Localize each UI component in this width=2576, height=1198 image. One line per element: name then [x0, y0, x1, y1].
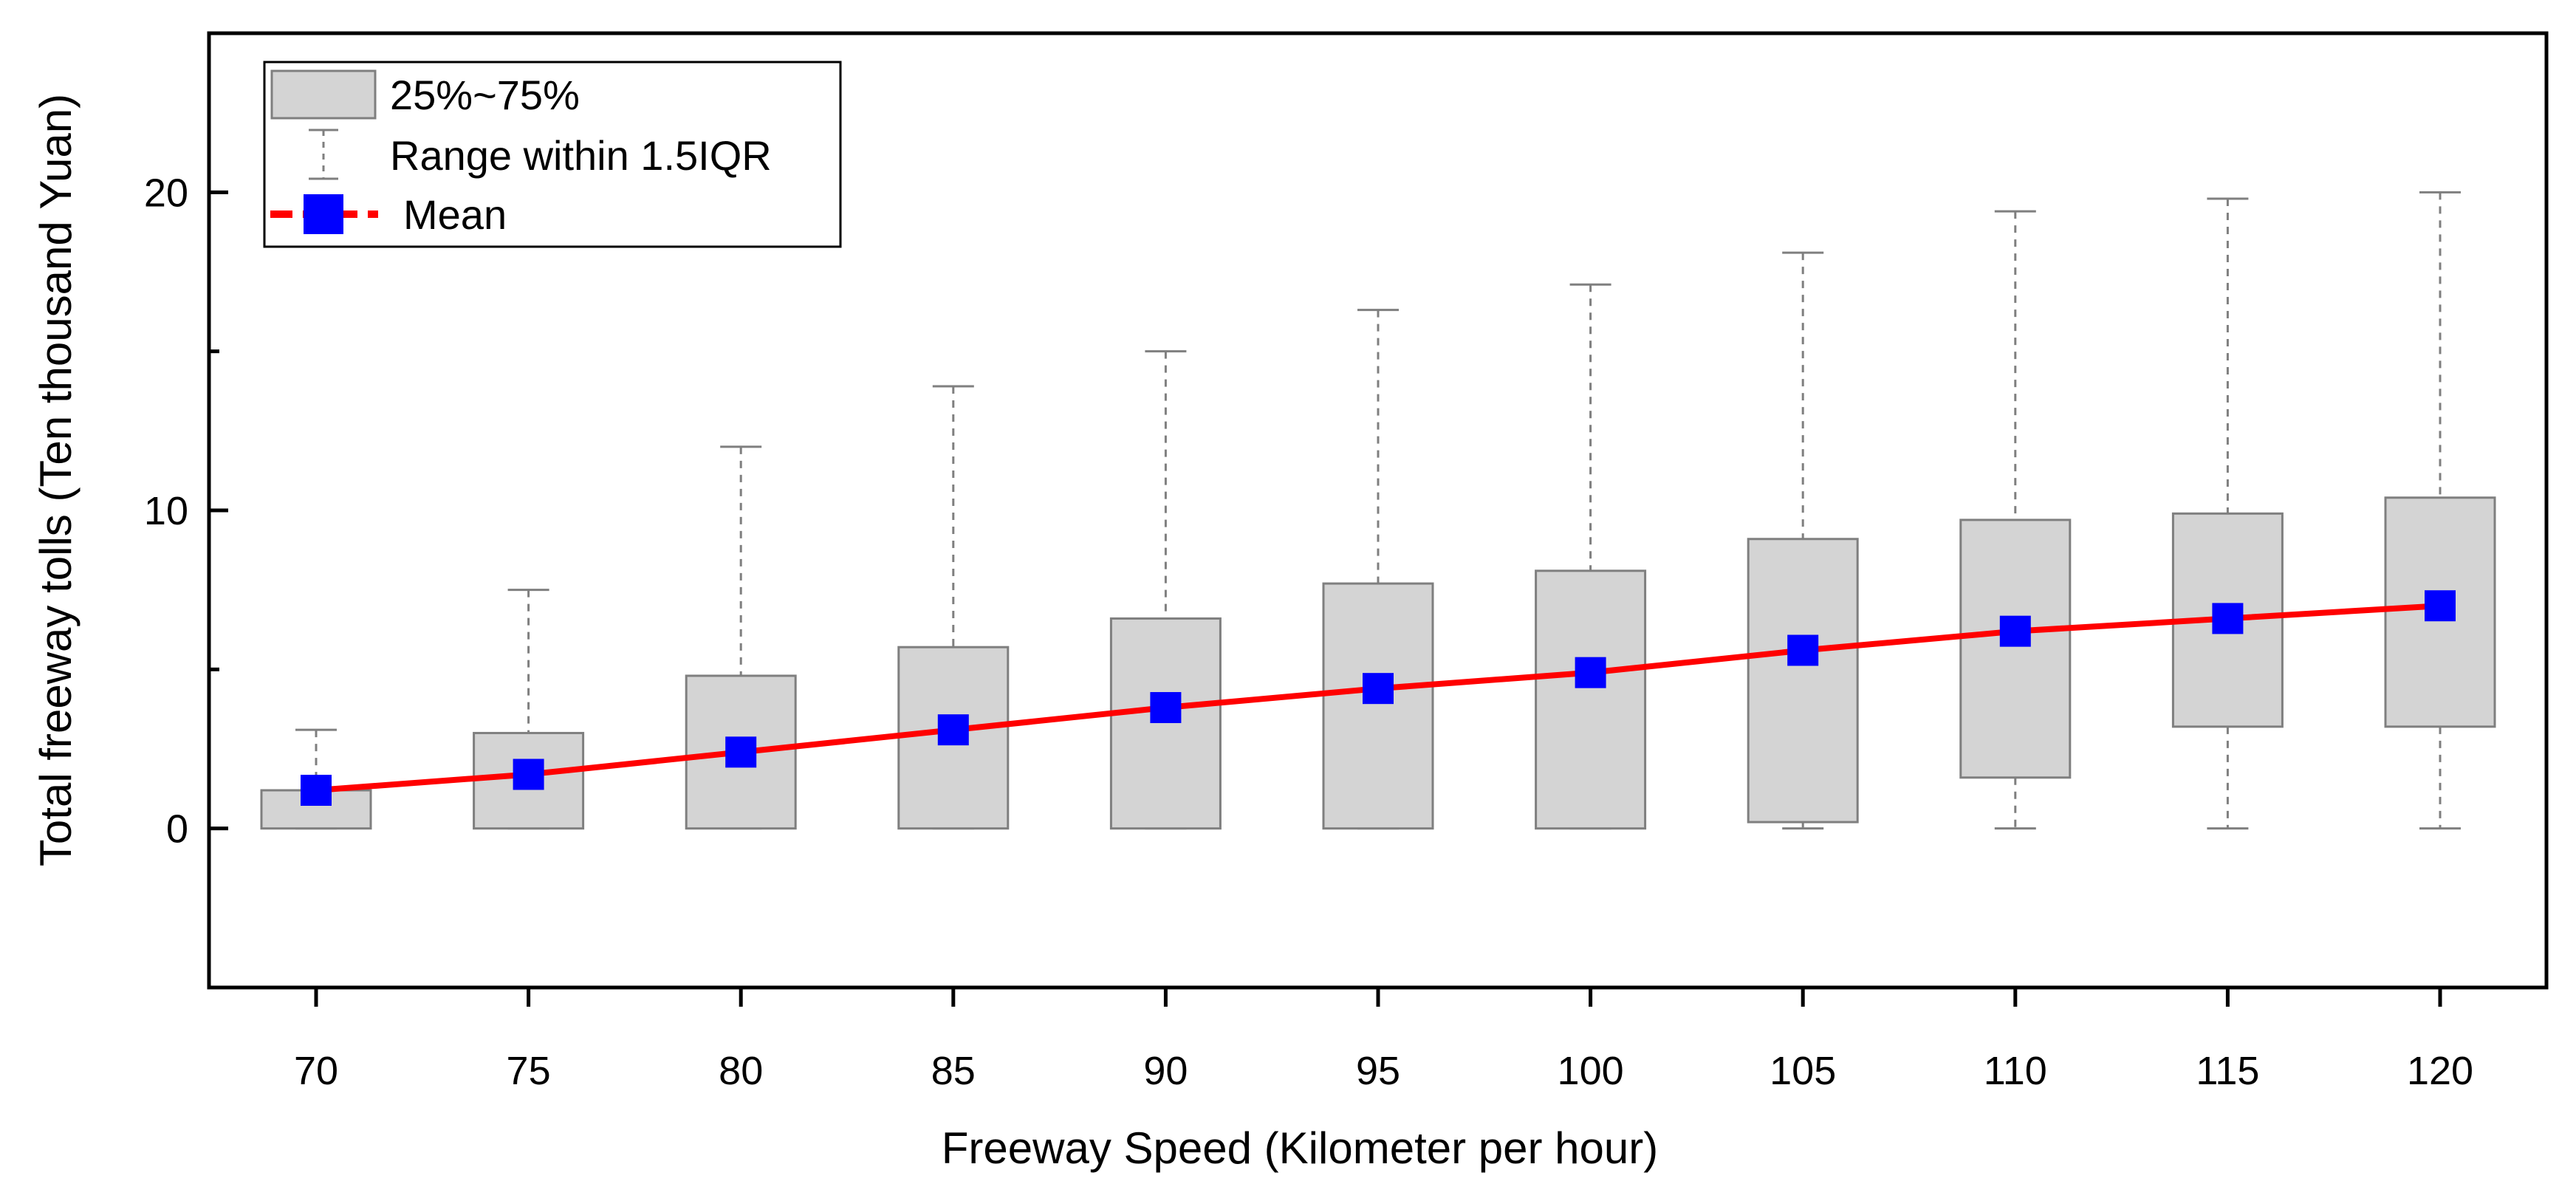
mean-marker-100 [1575, 657, 1606, 688]
box-90 [1109, 350, 1222, 830]
mean-marker-75 [513, 759, 544, 790]
x-tick-label: 70 [294, 1049, 338, 1093]
x-axis-title: Freeway Speed (Kilometer per hour) [942, 1123, 1658, 1173]
box-75 [473, 589, 585, 830]
mean-marker-70 [301, 774, 332, 806]
mean-series [301, 590, 2456, 806]
mean-marker-90 [1150, 692, 1182, 724]
legend-box-label: 25%~75% [390, 72, 580, 118]
y-axis: 0 10 20 [144, 31, 228, 990]
legend-mean-label: Mean [403, 191, 507, 238]
x-tick-label: 115 [2196, 1049, 2259, 1093]
y-axis-title: Total freeway tolls (Ten thousand Yuan) [31, 94, 80, 866]
y-tick-label: 10 [144, 489, 188, 533]
mean-marker-120 [2425, 590, 2456, 622]
box-100 [1535, 283, 1647, 830]
x-tick-label: 90 [1143, 1049, 1188, 1093]
legend-mean-marker [304, 194, 343, 234]
box-80 [685, 445, 797, 830]
x-tick-label: 105 [1770, 1049, 1836, 1093]
x-tick-label: 95 [1356, 1049, 1400, 1093]
mean-marker-105 [1787, 634, 1819, 666]
x-tick-label: 120 [2407, 1049, 2473, 1093]
y-tick-label: 0 [166, 807, 188, 852]
mean-marker-85 [937, 714, 969, 746]
box-105 [1747, 251, 1859, 830]
iqr-box [1109, 617, 1222, 830]
box-85 [897, 385, 1010, 830]
box-110 [1959, 210, 2072, 830]
iqr-box [1959, 518, 2072, 779]
x-tick-label: 80 [719, 1049, 763, 1093]
x-tick-label: 85 [931, 1049, 976, 1093]
mean-marker-115 [2212, 603, 2244, 634]
box-95 [1322, 309, 1434, 830]
box-series [260, 191, 2496, 830]
x-axis: 70 75 80 85 90 95 100 105 110 115 120 [294, 988, 2473, 1093]
iqr-box [897, 646, 1010, 830]
legend-whisker-label: Range within 1.5IQR [390, 132, 772, 179]
box-120 [2384, 191, 2496, 830]
legend-box-swatch [270, 69, 377, 120]
y-tick-label: 20 [144, 171, 188, 215]
mean-marker-80 [725, 736, 757, 768]
x-tick-label: 110 [1984, 1049, 2047, 1093]
iqr-box [1322, 582, 1434, 830]
iqr-box [1535, 569, 1647, 830]
iqr-box [1747, 538, 1859, 824]
box-115 [2171, 197, 2284, 830]
mean-marker-95 [1363, 673, 1394, 705]
x-tick-label: 75 [507, 1049, 551, 1093]
x-tick-label: 100 [1558, 1049, 1624, 1093]
mean-marker-110 [1999, 615, 2031, 647]
legend: 25%~75% Range within 1.5IQR Mean [263, 61, 842, 248]
